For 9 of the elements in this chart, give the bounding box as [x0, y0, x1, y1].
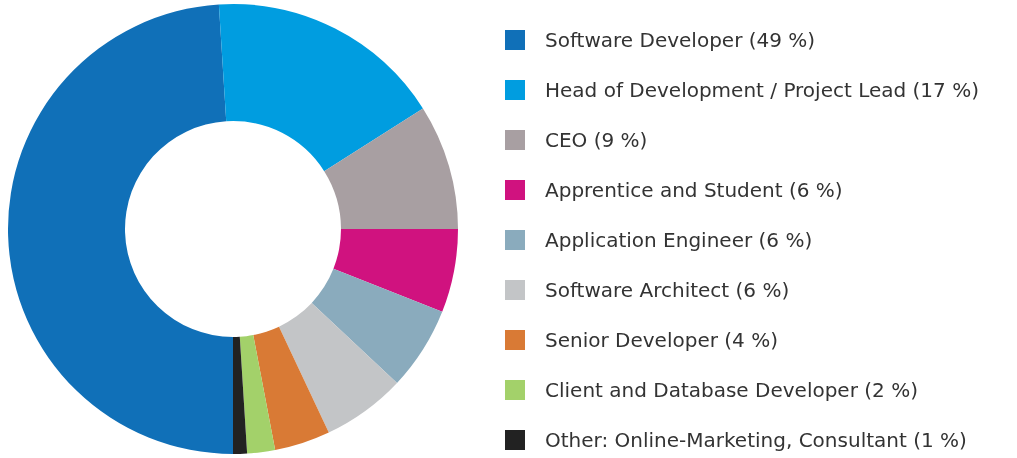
legend-label: Apprentice and Student (6 %): [545, 178, 843, 202]
legend-label: Application Engineer (6 %): [545, 228, 813, 252]
legend-label: Senior Developer (4 %): [545, 328, 778, 352]
legend-label: Client and Database Developer (2 %): [545, 378, 918, 402]
legend-label: CEO (9 %): [545, 128, 648, 152]
legend-label: Other: Online-Marketing, Consultant (1 %): [545, 428, 967, 452]
legend-label: Software Architect (6 %): [545, 278, 790, 302]
legend-label: Software Developer (49 %): [545, 28, 816, 52]
legend-label: Head of Development / Project Lead (17 %): [545, 78, 979, 102]
